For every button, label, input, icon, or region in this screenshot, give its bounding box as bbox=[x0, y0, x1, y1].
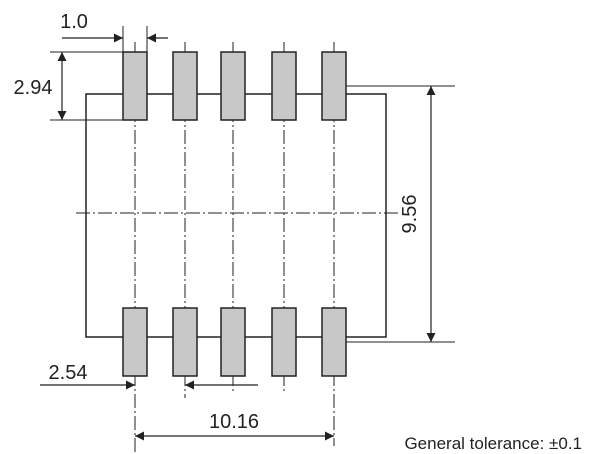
pitch-label: 2.54 bbox=[49, 362, 88, 384]
component-body-outline bbox=[85, 93, 387, 338]
pad bbox=[321, 51, 347, 121]
pad bbox=[172, 307, 198, 377]
top-pad-row bbox=[122, 51, 347, 121]
bottom-pad-row bbox=[122, 307, 347, 377]
pad-height-dimension: 2.94 bbox=[14, 51, 123, 121]
pitch-dimension: 2.54 bbox=[40, 362, 258, 390]
pad bbox=[220, 51, 246, 121]
pad bbox=[122, 51, 148, 121]
pad-height-label: 2.94 bbox=[14, 77, 53, 99]
pad bbox=[172, 51, 198, 121]
row-spacing-label: 9.56 bbox=[399, 195, 421, 234]
pad bbox=[122, 307, 148, 377]
pad bbox=[220, 307, 246, 377]
total-span-label: 10.16 bbox=[209, 411, 259, 433]
pad bbox=[271, 51, 297, 121]
total-span-dimension: 10.16 bbox=[135, 411, 334, 441]
pad-width-label: 1.0 bbox=[60, 11, 88, 33]
pad bbox=[271, 307, 297, 377]
pad-width-dimension: 1.0 bbox=[60, 11, 168, 52]
pad bbox=[321, 307, 347, 377]
tolerance-note: General tolerance: ±0.1 bbox=[404, 434, 582, 453]
row-spacing-dimension: 9.56 bbox=[346, 85, 455, 343]
